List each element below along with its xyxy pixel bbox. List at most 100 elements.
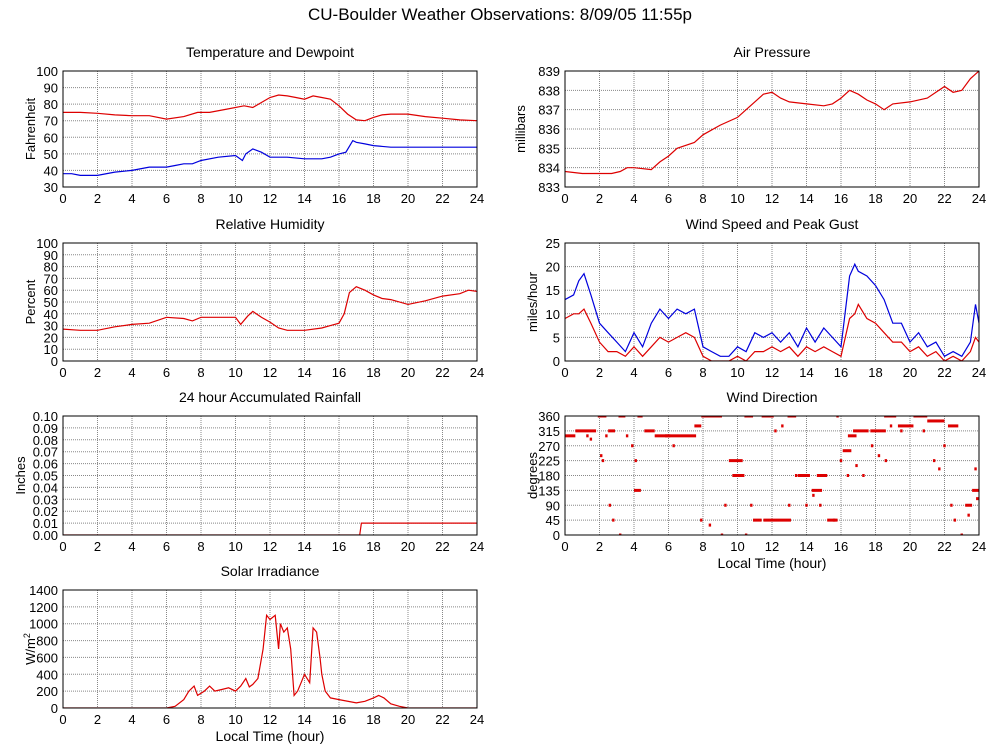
x-tick-label: 8 [197, 191, 204, 206]
x-tick-label: 12 [765, 191, 779, 206]
x-tick-label: 18 [868, 365, 882, 380]
x-tick-label: 18 [868, 539, 882, 554]
data-point [900, 429, 903, 433]
y-tick-label: 835 [538, 141, 560, 156]
x-tick-label: 0 [59, 539, 66, 554]
x-tick-label: 16 [834, 191, 848, 206]
data-point [832, 518, 836, 522]
y-tick-label: 0.03 [33, 492, 58, 507]
x-tick-label: 8 [699, 365, 706, 380]
x-tick-label: 24 [470, 712, 484, 727]
plot-frame [62, 70, 478, 188]
data-point [724, 503, 727, 507]
x-tick-label: 20 [903, 191, 917, 206]
data-segment [701, 416, 722, 418]
data-point [839, 459, 843, 463]
x-tick-label: 20 [401, 712, 415, 727]
x-tick-label: 24 [470, 539, 484, 554]
plot-frame [564, 415, 980, 536]
x-tick-label: 12 [263, 539, 277, 554]
x-tick-label: 10 [228, 712, 242, 727]
x-tick-label: 6 [163, 365, 170, 380]
x-tick-label: 10 [228, 365, 242, 380]
x-tick-label: 16 [332, 539, 346, 554]
chart-title: Solar Irradiance [221, 563, 320, 579]
x-tick-label: 10 [730, 365, 744, 380]
data-point [974, 467, 977, 471]
data-point [960, 533, 963, 535]
x-tick-label: 22 [435, 365, 449, 380]
x-tick-label: 18 [366, 365, 380, 380]
data-point [700, 518, 703, 522]
y-tick-label: 839 [538, 64, 560, 79]
data-point [836, 416, 839, 418]
data-point [601, 459, 605, 463]
y-tick-label: 0.07 [33, 445, 58, 460]
data-segment [565, 434, 576, 438]
x-tick-label: 2 [596, 539, 603, 554]
data-point [774, 429, 777, 433]
x-axis-label: Local Time (hour) [718, 555, 827, 571]
x-tick-label: 14 [297, 712, 311, 727]
y-tick-label: 10 [44, 342, 58, 357]
x-tick-label: 12 [263, 712, 277, 727]
x-tick-label: 18 [366, 539, 380, 554]
chart-pressure: 0 2 4 6 8 10 12 14 16 18 20 22 248338348358368378388… [513, 44, 986, 206]
y-tick-label: 100 [36, 236, 58, 251]
y-tick-label: 0.06 [33, 457, 58, 472]
data-point [589, 437, 593, 441]
chart-title: Relative Humidity [216, 216, 325, 232]
y-tick-label: 0.04 [33, 480, 58, 495]
x-tick-label: 2 [94, 712, 101, 727]
y-tick-label: 0.10 [33, 409, 58, 424]
x-tick-label: 8 [197, 539, 204, 554]
y-tick-label: 200 [36, 684, 58, 699]
x-tick-label: 22 [937, 191, 951, 206]
y-axis-label: millibars [513, 105, 528, 153]
x-tick-label: 20 [903, 539, 917, 554]
data-segment [842, 449, 852, 453]
data-segment [965, 503, 973, 507]
y-tick-label: 30 [44, 319, 58, 334]
x-tick-label: 6 [665, 539, 672, 554]
data-point [855, 464, 858, 468]
y-tick-label: 600 [36, 650, 58, 665]
chart-title: Air Pressure [733, 44, 810, 60]
data-point [763, 416, 767, 418]
data-point [953, 518, 957, 522]
y-tick-label: 838 [538, 83, 560, 98]
data-point [805, 503, 808, 507]
y-tick-label: 0 [553, 528, 560, 543]
y-axis-label: degrees [525, 452, 540, 499]
data-point [794, 474, 798, 477]
data-point [884, 459, 888, 463]
y-tick-label: 40 [44, 307, 58, 322]
x-tick-label: 18 [366, 191, 380, 206]
y-tick-label: 0 [553, 354, 560, 369]
x-tick-label: 0 [59, 365, 66, 380]
y-axis-label: Fahrenheit [23, 98, 38, 161]
data-segment [884, 416, 897, 418]
x-tick-label: 24 [972, 365, 986, 380]
x-tick-label: 20 [903, 365, 917, 380]
data-segment [763, 518, 791, 522]
data-segment [665, 434, 697, 438]
y-tick-label: 60 [44, 130, 58, 145]
y-tick-label: 20 [546, 260, 560, 275]
data-point [619, 533, 622, 535]
plot-frame [62, 415, 478, 536]
chart-rh: 0 2 4 6 8 10 12 14 16 18 20 22 240102030405060708090… [23, 216, 484, 380]
x-tick-label: 12 [765, 365, 779, 380]
series-line-0 [63, 522, 477, 535]
y-tick-label: 0 [51, 354, 58, 369]
x-tick-label: 18 [366, 712, 380, 727]
data-segment [575, 429, 597, 433]
data-point [586, 434, 589, 438]
y-tick-label: 180 [538, 469, 560, 484]
data-segment [744, 416, 754, 418]
x-tick-label: 6 [665, 365, 672, 380]
data-point [708, 523, 712, 527]
x-tick-label: 12 [263, 191, 277, 206]
data-segment [761, 416, 774, 418]
